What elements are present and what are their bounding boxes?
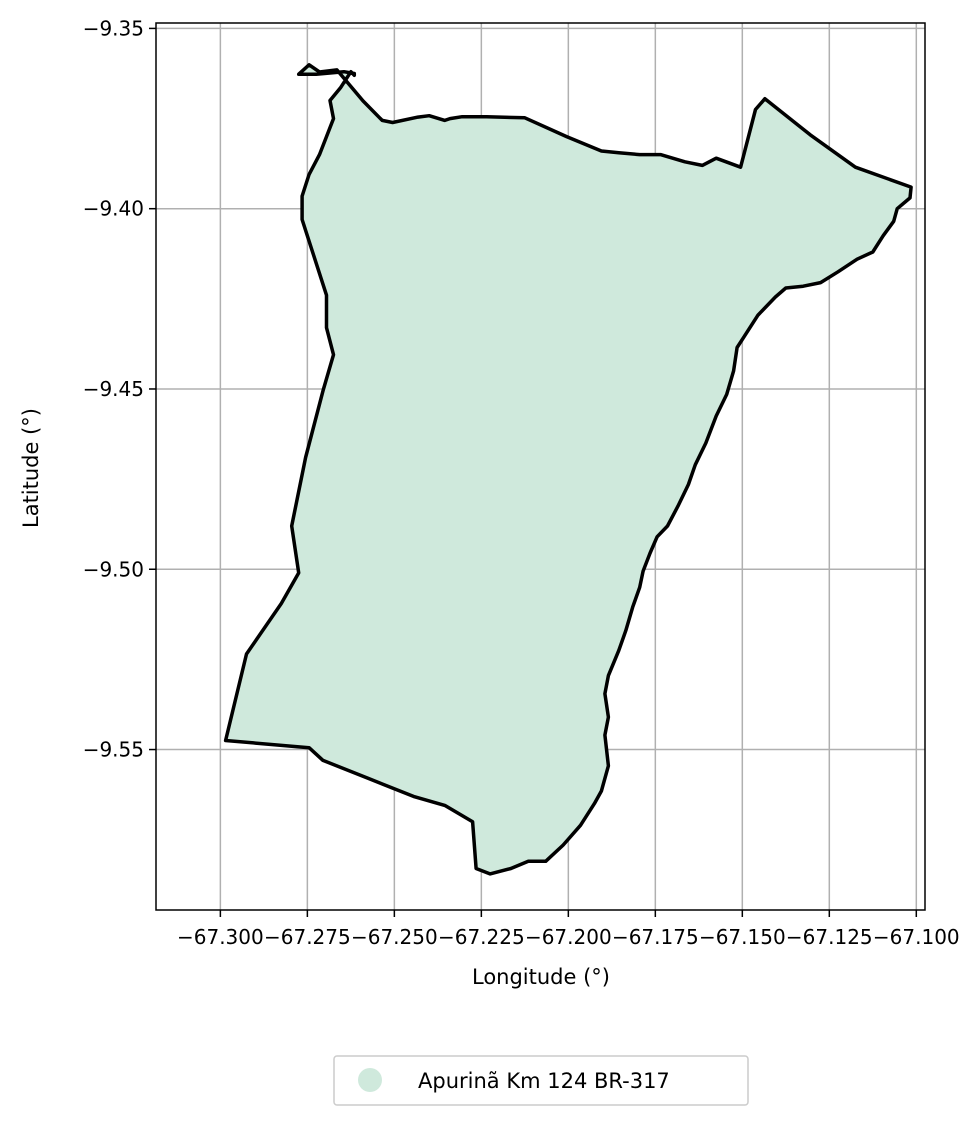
y-tick-label: −9.50 bbox=[83, 557, 144, 581]
y-tick-label: −9.35 bbox=[83, 16, 144, 40]
x-axis-label: Longitude (°) bbox=[472, 965, 610, 989]
legend: Apurinã Km 124 BR-317 bbox=[333, 1055, 749, 1106]
x-tick-label: −67.125 bbox=[786, 925, 873, 949]
x-tick-label: −67.300 bbox=[177, 925, 264, 949]
x-tick-label: −67.275 bbox=[264, 925, 351, 949]
y-tick-label: −9.45 bbox=[83, 377, 144, 401]
y-tick-label: −9.40 bbox=[83, 197, 144, 221]
map-layer bbox=[223, 63, 913, 876]
x-tick-label: −67.200 bbox=[525, 925, 612, 949]
legend-label: Apurinã Km 124 BR-317 bbox=[418, 1069, 670, 1093]
legend-marker-icon bbox=[358, 1068, 382, 1092]
x-tick-label: −67.225 bbox=[438, 925, 525, 949]
y-tick-label: −9.55 bbox=[83, 738, 144, 762]
axis-ticks: −67.300 −67.275 −67.250 −67.225 −67.200 −67.1… bbox=[83, 16, 960, 949]
legend-box bbox=[333, 1055, 749, 1106]
x-tick-label: −67.150 bbox=[699, 925, 786, 949]
x-tick-label: −67.100 bbox=[873, 925, 960, 949]
territory-boundary bbox=[223, 63, 913, 876]
plot-frame bbox=[155, 22, 926, 911]
x-tick-label: −67.250 bbox=[351, 925, 438, 949]
territory-fill bbox=[225, 64, 912, 874]
x-tick-label: −67.175 bbox=[612, 925, 699, 949]
y-axis-label: Latitude (°) bbox=[19, 408, 43, 528]
